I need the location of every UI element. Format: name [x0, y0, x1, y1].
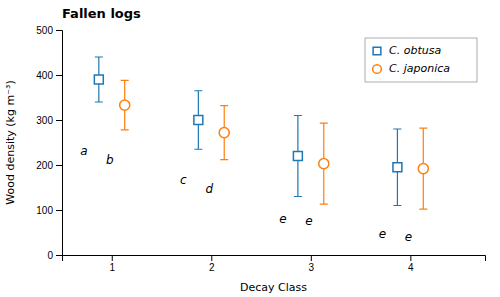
x-axis-tick-mark: [311, 255, 312, 261]
point: [219, 128, 229, 138]
x-axis-tick: 4: [408, 255, 414, 273]
annotation: a: [80, 144, 87, 158]
point: [393, 163, 402, 172]
point: [418, 164, 428, 174]
legend-label: C. obtusa: [389, 44, 441, 57]
series: [120, 80, 429, 209]
legend-item: C. japonica: [373, 62, 451, 75]
point: [94, 75, 103, 84]
x-axis-tick-label: 2: [209, 262, 215, 273]
x-axis-tick: 2: [209, 255, 215, 273]
legend-item: C. obtusa: [373, 44, 441, 57]
x-axis-line: [63, 256, 486, 262]
x-axis-tick-mark: [211, 255, 212, 261]
annotation: b: [106, 153, 114, 167]
legend-label: C. japonica: [389, 62, 450, 75]
annotation: e: [405, 230, 412, 244]
point: [319, 159, 329, 169]
y-axis-tick-label: 500: [36, 25, 53, 36]
x-axis-tick-label: 4: [408, 262, 414, 273]
y-axis: 0 100 200 300 400 500: [36, 25, 62, 261]
error-bar: [95, 57, 103, 102]
x-axis-tick: 1: [109, 255, 115, 273]
y-axis-tick-mark: [56, 255, 62, 256]
annotation: e: [305, 214, 312, 228]
annotation: c: [180, 173, 187, 187]
point: [293, 152, 302, 161]
y-axis-tick-mark: [56, 120, 62, 121]
plot: 12340100200300400500aceebdeeC. obtusaC. …: [36, 25, 485, 273]
y-axis-title: Wood density (kg m⁻³): [4, 80, 17, 204]
x-axis-title: Decay Class: [240, 281, 307, 294]
y-axis-tick: 200: [36, 160, 62, 171]
y-axis-tick-mark: [56, 210, 62, 211]
y-axis-tick-mark: [56, 165, 62, 166]
y-axis-tick-label: 200: [36, 160, 53, 171]
series: [94, 57, 402, 206]
y-axis-tick: 500: [36, 25, 62, 36]
error-bar: [393, 129, 401, 206]
y-axis-tick: 400: [36, 70, 62, 81]
legend-symbol: [373, 47, 381, 55]
y-axis-tick-label: 400: [36, 70, 53, 81]
point: [194, 116, 203, 125]
y-axis-tick: 0: [47, 250, 62, 261]
chart: 12340100200300400500aceebdeeC. obtusaC. …: [0, 0, 500, 297]
legend-box: [365, 38, 477, 82]
title: Fallen logs: [62, 6, 141, 21]
annotations: a c e e b d e e: [80, 144, 412, 244]
x-axis-tick-mark: [410, 255, 411, 261]
y-axis-tick-label: 0: [47, 250, 53, 261]
y-axis-tick-mark: [56, 30, 62, 31]
x-axis: 1 2 3 4: [63, 255, 486, 273]
annotation: e: [279, 212, 286, 226]
y-axis-tick-label: 100: [36, 205, 53, 216]
annotation: e: [379, 227, 386, 241]
error-bar: [294, 116, 302, 197]
legend-symbol: [373, 65, 382, 74]
y-axis-tick: 100: [36, 205, 62, 216]
y-axis-line: [56, 31, 63, 256]
y-axis-tick-mark: [56, 75, 62, 76]
x-axis-tick-label: 3: [309, 262, 315, 273]
point: [120, 100, 130, 110]
x-axis-tick: 3: [309, 255, 315, 273]
error-bar: [194, 91, 202, 150]
y-axis-tick-label: 300: [36, 115, 53, 126]
x-axis-tick-mark: [112, 255, 113, 261]
x-axis-tick-label: 1: [109, 262, 115, 273]
annotation: d: [205, 182, 213, 196]
y-axis-tick: 300: [36, 115, 62, 126]
legend: C. obtusa C. japonica: [365, 38, 477, 82]
